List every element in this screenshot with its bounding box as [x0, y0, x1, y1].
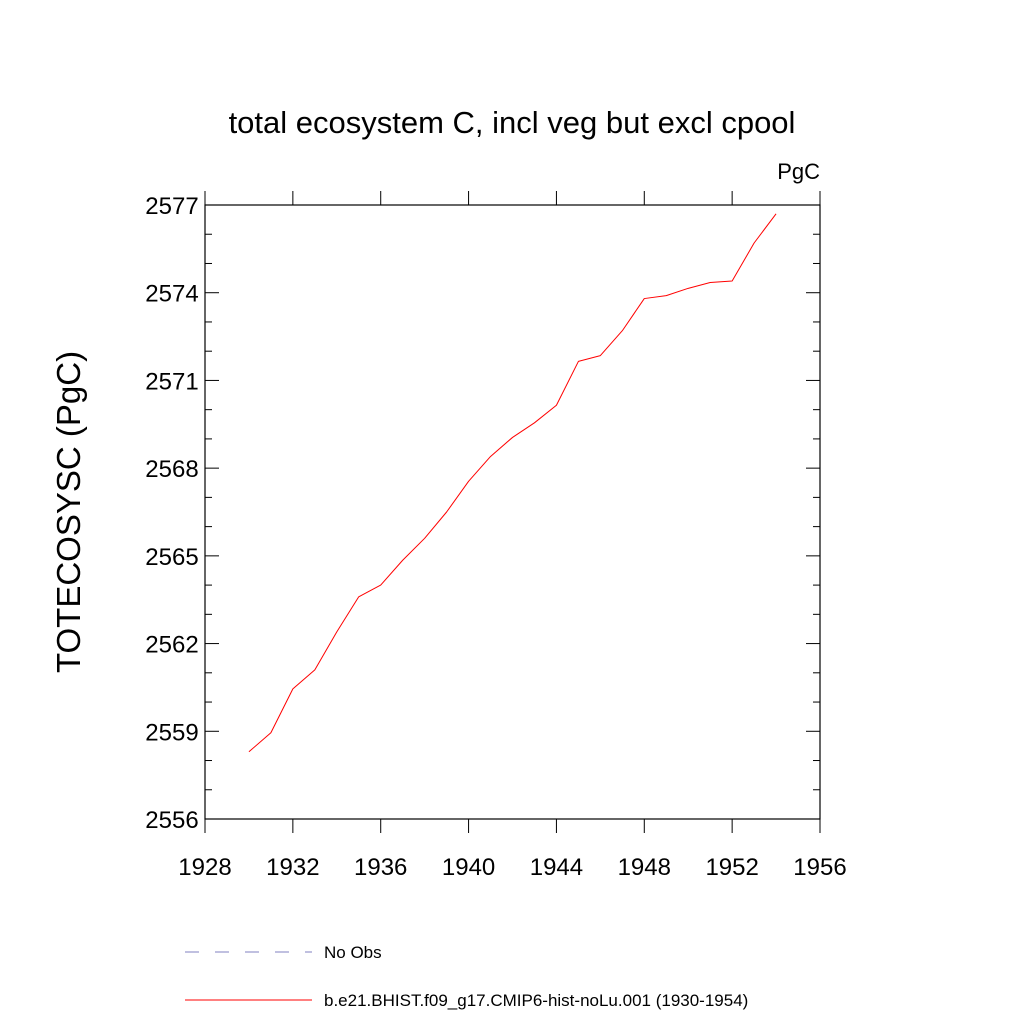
legend-label-no-obs: No Obs [324, 943, 382, 962]
y-tick-label: 2565 [145, 544, 198, 571]
chart-title: total ecosystem C, incl veg but excl cpo… [229, 105, 796, 140]
x-tick-label: 1932 [266, 854, 319, 881]
chart: total ecosystem C, incl veg but excl cpo… [0, 0, 1024, 1024]
legend-label-hist-nolu: b.e21.BHIST.f09_g17.CMIP6-hist-noLu.001 … [324, 991, 748, 1010]
axis-tick-labels: 2556 2559 2562 2565 2568 2571 2574 2577 1928 1932… [145, 193, 846, 881]
y-tick-label: 2568 [145, 456, 198, 483]
x-tick-label: 1956 [793, 854, 846, 881]
series-line-hist-nolu [249, 214, 776, 752]
x-tick-label: 1940 [442, 854, 495, 881]
y-tick-label: 2556 [145, 807, 198, 834]
x-tick-label: 1928 [178, 854, 231, 881]
units-label: PgC [777, 159, 820, 184]
x-tick-label: 1948 [618, 854, 671, 881]
y-axis-label: TOTECOSYSC (PgC) [50, 351, 87, 673]
x-tick-label: 1936 [354, 854, 407, 881]
plot-frame [205, 205, 820, 819]
x-tick-label: 1952 [705, 854, 758, 881]
x-tick-label: 1944 [530, 854, 583, 881]
axis-ticks [205, 191, 820, 833]
y-tick-label: 2559 [145, 719, 198, 746]
y-tick-label: 2574 [145, 281, 198, 308]
legend: No Obs b.e21.BHIST.f09_g17.CMIP6-hist-no… [185, 943, 748, 1010]
y-tick-label: 2562 [145, 632, 198, 659]
y-tick-label: 2577 [145, 193, 198, 220]
series-group [249, 214, 776, 752]
y-tick-label: 2571 [145, 368, 198, 395]
